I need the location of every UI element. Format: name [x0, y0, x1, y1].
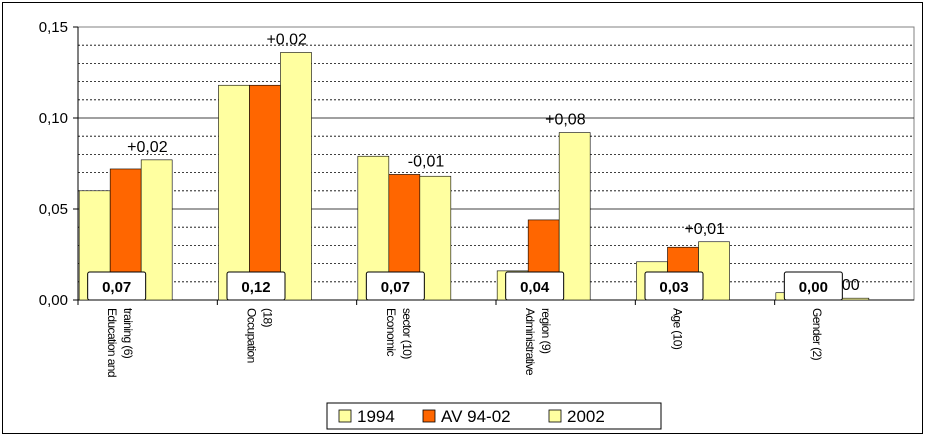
- bar: [218, 84, 250, 301]
- change-label: +0,02: [127, 139, 168, 156]
- bar: [558, 132, 591, 301]
- y-tick-label: 0,10: [39, 110, 68, 127]
- y-tick-label: 0,05: [39, 201, 68, 218]
- average-box: [783, 271, 843, 301]
- category-label: Occupation: [245, 308, 259, 363]
- average-label: 0,12: [241, 279, 270, 296]
- change-label: +0,01: [684, 221, 725, 238]
- average-box: [365, 271, 425, 301]
- category-label: Gender (2): [810, 308, 824, 361]
- category-label: Education and: [105, 308, 119, 377]
- average-label: 0,04: [520, 279, 550, 296]
- legend-label: 2002: [567, 407, 605, 426]
- category-label: (18): [261, 308, 275, 328]
- category-label: training (6): [121, 308, 135, 359]
- legend-label: 1994: [357, 407, 395, 426]
- average-box: [87, 271, 147, 301]
- y-tick-label: 0,00: [39, 292, 68, 309]
- bar: [280, 52, 312, 301]
- average-label: 0,03: [659, 279, 688, 296]
- change-label: +0.02: [266, 31, 307, 48]
- average-box: [226, 271, 286, 301]
- legend-swatch: [338, 409, 352, 423]
- bar: [419, 175, 452, 301]
- legend-box: [326, 402, 662, 430]
- y-tick-label: 0,15: [39, 19, 68, 36]
- average-label: 0,00: [799, 279, 828, 296]
- change-label: +0,08: [545, 112, 586, 129]
- change-label: -0,01: [408, 153, 445, 170]
- average-box: [505, 271, 565, 301]
- category-label: sector (10): [400, 308, 414, 359]
- bar: [698, 241, 730, 301]
- bar: [249, 84, 281, 301]
- category-label: Economic: [384, 308, 398, 356]
- average-box: [644, 271, 704, 301]
- legend-label: AV 94-02: [441, 407, 511, 426]
- legend-swatch: [422, 409, 436, 423]
- average-label: 0,07: [102, 279, 131, 296]
- average-label: 0,07: [381, 279, 410, 296]
- category-label: Administrative: [523, 308, 537, 376]
- bar: [140, 159, 173, 301]
- category-label: region (9): [539, 308, 553, 354]
- legend-swatch: [548, 409, 562, 423]
- category-label: Age (10): [671, 308, 685, 350]
- plot-area: [77, 26, 915, 301]
